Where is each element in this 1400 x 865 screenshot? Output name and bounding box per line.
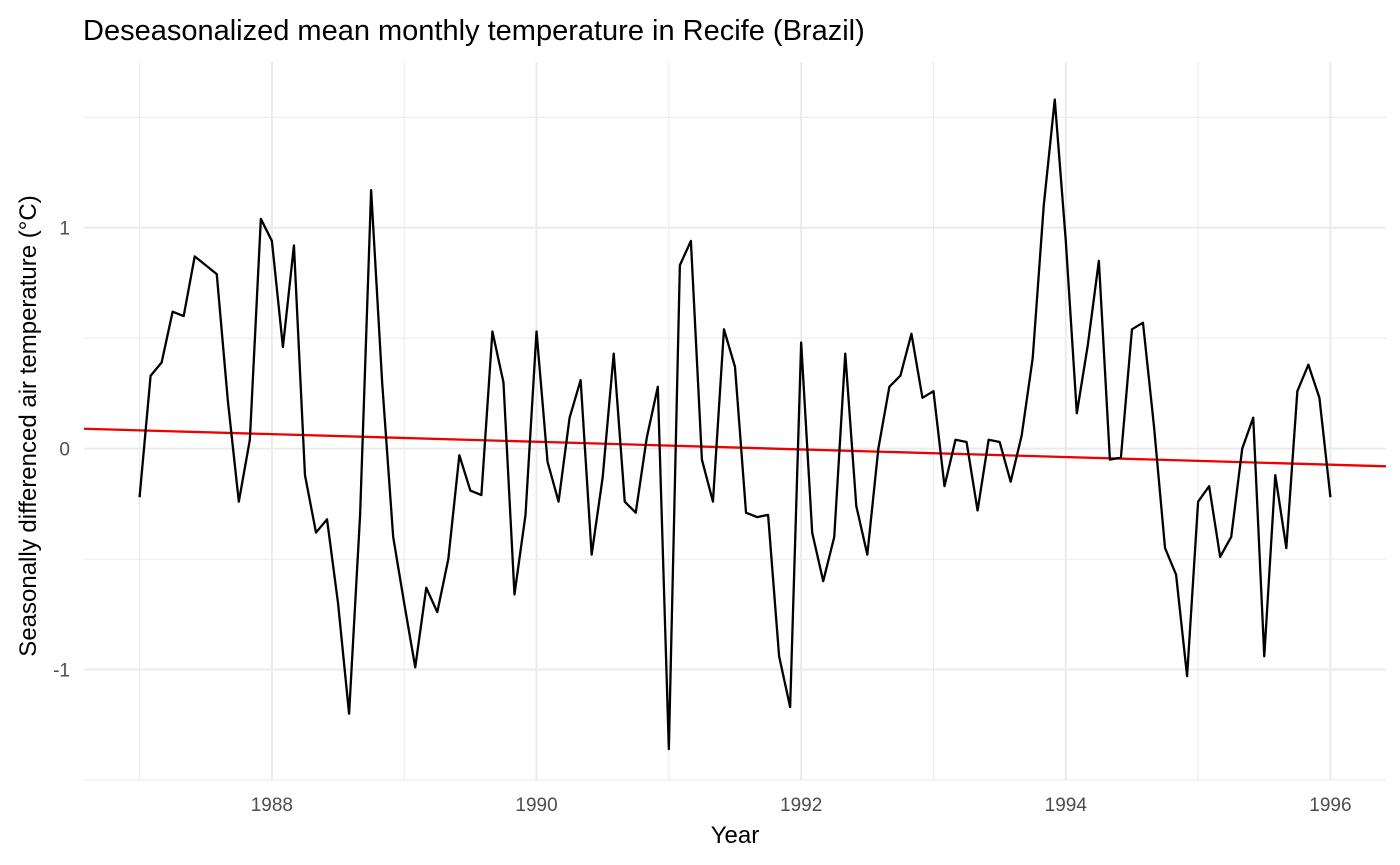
x-tick-labels: 1988 1990 1992 1994 1996 xyxy=(251,795,1352,816)
y-axis-title: Seasonally differenced air temperature (… xyxy=(15,195,42,656)
x-tick-label: 1992 xyxy=(780,795,822,816)
temperature-series-line xyxy=(138,98,1332,751)
y-tick-label: 0 xyxy=(59,440,70,461)
x-tick-label: 1996 xyxy=(1309,795,1351,816)
y-tick-label: 1 xyxy=(59,219,70,240)
chart-title: Deseasonalized mean monthly temperature … xyxy=(83,15,865,47)
grid xyxy=(84,62,1386,781)
y-tick-labels: -1 0 1 xyxy=(53,219,70,682)
x-axis-title: Year xyxy=(711,822,760,849)
x-tick-label: 1988 xyxy=(251,795,293,816)
trend-line xyxy=(83,427,1387,468)
x-tick-label: 1990 xyxy=(515,795,557,816)
trend-layer xyxy=(83,427,1387,468)
y-tick-label: -1 xyxy=(53,661,70,682)
series-layer xyxy=(138,98,1332,751)
x-tick-label: 1994 xyxy=(1045,795,1088,816)
